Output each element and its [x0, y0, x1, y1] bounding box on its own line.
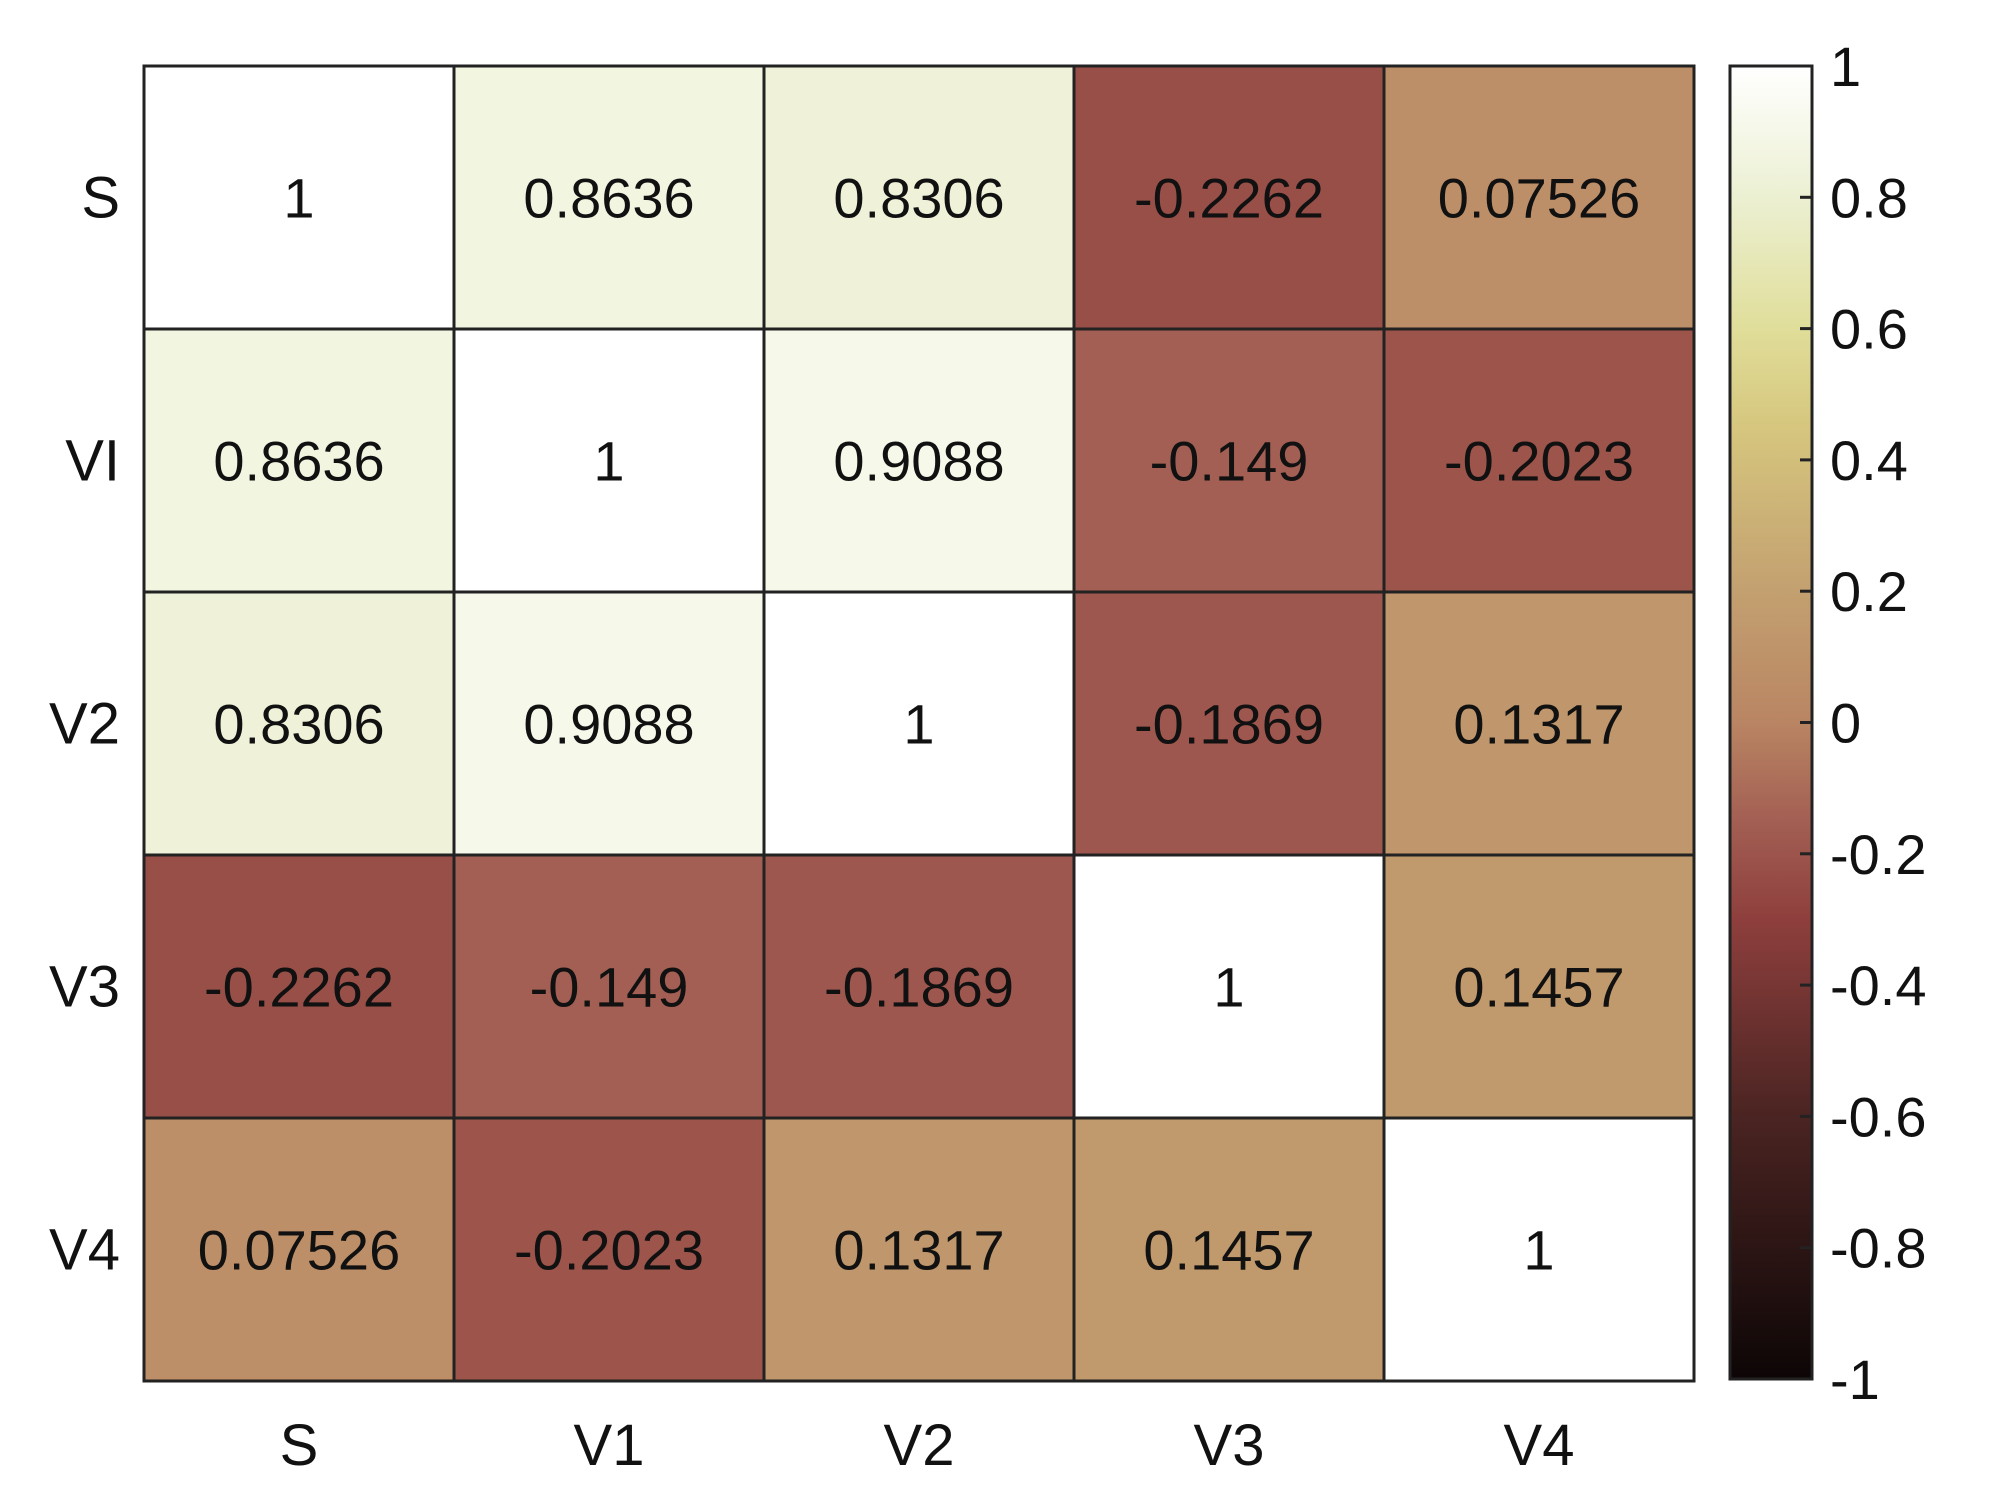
colorbar-tick-label: -1 [1830, 1348, 1880, 1411]
heatmap-cell [1382, 64, 1696, 331]
column-label: V3 [1194, 1413, 1265, 1478]
heatmap-cell [142, 64, 456, 331]
heatmap-cell [1072, 590, 1386, 857]
row-label: VI [65, 429, 120, 494]
colorbar-tick-label: -0.6 [1830, 1085, 1927, 1148]
heatmap-cell [1382, 1116, 1696, 1383]
cell-value-label: 1 [1213, 956, 1244, 1019]
heatmap-cell [762, 590, 1076, 857]
heatmap-frame [142, 64, 1696, 1383]
cell-value-label: 1 [283, 167, 314, 230]
colorbar-tick-label: 0.8 [1830, 166, 1908, 229]
cell-value-label: 1 [593, 430, 624, 493]
cell-value-label: 0.1317 [833, 1219, 1004, 1282]
colorbar-tick-label: -0.2 [1830, 823, 1927, 886]
colorbar-tick-label: 0.4 [1830, 429, 1908, 492]
cell-value-label: -0.1869 [1134, 693, 1324, 756]
heatmap-cell [142, 1116, 456, 1383]
colorbar-tick-label: 0.2 [1830, 560, 1908, 623]
cell-value-label: 1 [903, 693, 934, 756]
column-label: V4 [1504, 1413, 1575, 1478]
cell-value-label: 0.1457 [1453, 956, 1624, 1019]
heatmap-cell [762, 1116, 1076, 1383]
cell-value-label: -0.2023 [514, 1219, 704, 1282]
heatmap-cell [762, 327, 1076, 594]
heatmap-cell [1382, 853, 1696, 1120]
colorbar-tick-label: 0.6 [1830, 298, 1908, 361]
cell-value-label: 0.8306 [213, 693, 384, 756]
heatmap-cell [452, 64, 766, 331]
heatmap-cell [1072, 853, 1386, 1120]
row-label: V2 [49, 692, 120, 757]
heatmap-cell [142, 327, 456, 594]
column-label: S [280, 1413, 319, 1478]
column-label: V2 [884, 1413, 955, 1478]
heatmap-cell [762, 853, 1076, 1120]
colorbar-tick-label: 0 [1830, 692, 1861, 755]
cell-value-label: 0.1317 [1453, 693, 1624, 756]
row-label: V4 [49, 1218, 120, 1283]
cell-value-label: 0.1457 [1143, 1219, 1314, 1282]
cell-value-label: 1 [1523, 1219, 1554, 1282]
colorbar-tick-label: -0.8 [1830, 1217, 1927, 1280]
cell-value-label: 0.8636 [523, 167, 694, 230]
colorbar-tick-label: -0.4 [1830, 954, 1927, 1017]
row-label: S [81, 166, 120, 231]
cell-value-label: -0.1869 [824, 956, 1014, 1019]
colorbar: 1 0.8 0.6 0.4 0.2 0 -0.2 -0.4 -0.6 -0.8 -1 [1728, 35, 1927, 1411]
row-labels: S VI V2 V3 V4 [49, 166, 120, 1283]
heatmap-cell [452, 590, 766, 857]
row-label: V3 [49, 955, 120, 1020]
cell-value-label: 0.8306 [833, 167, 1004, 230]
heatmap-cell [452, 1116, 766, 1383]
cell-value-label: -0.149 [1150, 430, 1309, 493]
heatmap-cell [1072, 64, 1386, 331]
column-labels: S V1 V2 V3 V4 [280, 1413, 1575, 1478]
cell-value-label: -0.149 [530, 956, 689, 1019]
cell-value-label: 0.07526 [1438, 167, 1640, 230]
colorbar-tick-label: 1 [1830, 35, 1861, 98]
cell-value-label: -0.2023 [1444, 430, 1634, 493]
cell-value-label: 0.9088 [833, 430, 1004, 493]
heatmap-cell [1382, 327, 1696, 594]
cell-value-label: 0.8636 [213, 430, 384, 493]
cell-value-label: -0.2262 [1134, 167, 1324, 230]
cell-value-label: 0.9088 [523, 693, 694, 756]
column-label: V1 [574, 1413, 645, 1478]
heatmap-cell-labels: 1 0.8636 0.8306 -0.2262 0.07526 0.8636 1 0.9088… [198, 167, 1640, 1282]
heatmap-cell [1382, 590, 1696, 857]
heatmap-cell [452, 853, 766, 1120]
cell-value-label: -0.2262 [204, 956, 394, 1019]
colorbar-gradient [1728, 64, 1814, 1381]
heatmap-cells [142, 64, 1696, 1383]
cell-value-label: 0.07526 [198, 1219, 400, 1282]
